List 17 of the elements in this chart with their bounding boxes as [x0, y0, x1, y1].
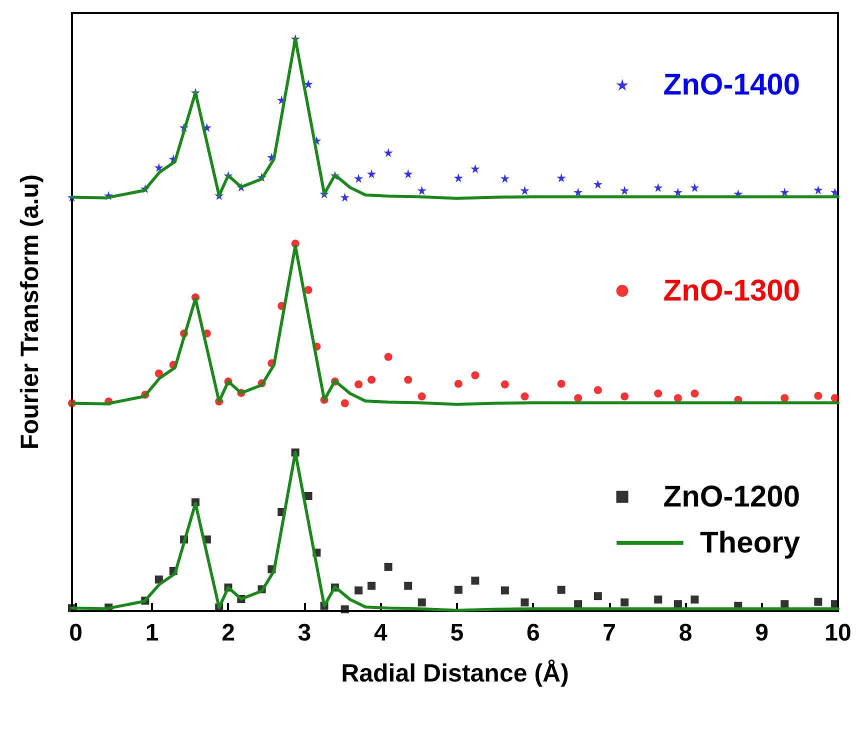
y-axis-title: Fourier Transform (a.u) [16, 174, 44, 450]
x-tick-label: 6 [526, 620, 540, 646]
x-tick-label: 10 [824, 620, 852, 646]
x-tick-label: 9 [755, 620, 768, 646]
x-tick-label: 2 [222, 620, 235, 646]
legend-label: ZnO-1200 [663, 480, 800, 514]
x-tick-label: 3 [298, 620, 312, 646]
x-tick-label: 7 [602, 620, 616, 646]
legend-label: Theory [700, 526, 800, 560]
legend-label: ZnO-1400 [663, 68, 800, 102]
x-tick-label: 5 [450, 620, 464, 646]
x-axis-title: Radial Distance (Å) [341, 658, 569, 688]
legend-label: ZnO-1300 [663, 274, 800, 308]
x-tick-label: 8 [678, 620, 692, 646]
x-tick-label: 4 [374, 620, 388, 646]
x-tick-label: 0 [69, 620, 82, 646]
x-tick-label: 1 [145, 620, 159, 646]
